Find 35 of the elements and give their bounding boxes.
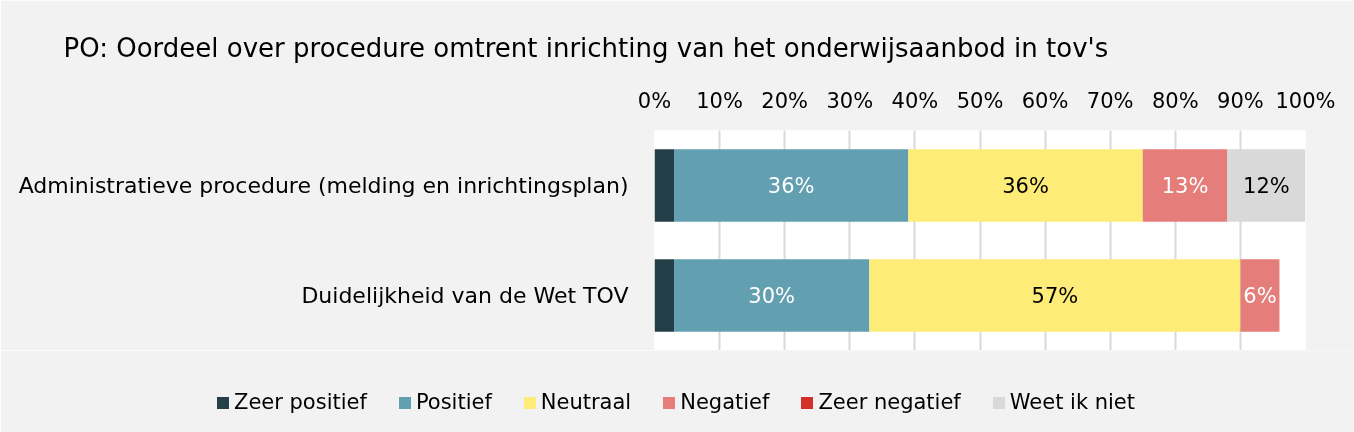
y-tick-label: Administratieve procedure (melding en inrichtingsplan) xyxy=(18,173,629,198)
x-tick-label: 70% xyxy=(1086,88,1134,113)
x-tick-label: 90% xyxy=(1217,88,1264,113)
bar xyxy=(1240,259,1280,332)
y-tick-label: Duidelijkheid van de Wet TOV xyxy=(301,283,629,308)
data-label: 36% xyxy=(1002,173,1049,198)
data-label: 36% xyxy=(767,173,815,198)
data-label: 13% xyxy=(1161,173,1209,198)
data-label: 30% xyxy=(748,283,796,308)
bar xyxy=(654,149,675,222)
bar xyxy=(654,259,675,332)
legend-label: Neutraal xyxy=(540,390,632,414)
x-tick-label: 10% xyxy=(696,88,743,113)
bar xyxy=(908,149,1143,222)
x-tick-label: 30% xyxy=(826,88,874,113)
bar xyxy=(674,149,909,222)
bar xyxy=(674,259,870,332)
legend-label: Negatief xyxy=(680,390,770,414)
x-tick-label: 50% xyxy=(956,88,1004,113)
data-label: 57% xyxy=(1031,283,1079,308)
data-label: 12% xyxy=(1243,173,1290,198)
legend-label: Weet ik niet xyxy=(1009,390,1136,414)
legend-label: Zeer negatief xyxy=(818,390,961,414)
x-tick-label: 100% xyxy=(1275,88,1336,113)
chart-title: PO: Oordeel over procedure omtrent inrichting van het onderwijsaanbod in tov's xyxy=(63,33,1109,63)
legend-label: Positief xyxy=(415,390,492,414)
x-tick-label: 40% xyxy=(891,88,939,113)
bar xyxy=(869,259,1241,332)
x-tick-label: 60% xyxy=(1021,88,1069,113)
bar xyxy=(1142,149,1228,222)
legend-label: Zeer positief xyxy=(234,390,367,414)
x-tick-label: 80% xyxy=(1151,88,1199,113)
x-tick-label: 20% xyxy=(761,88,809,113)
x-tick-label: 0% xyxy=(637,88,672,113)
data-label: 6% xyxy=(1243,283,1277,308)
